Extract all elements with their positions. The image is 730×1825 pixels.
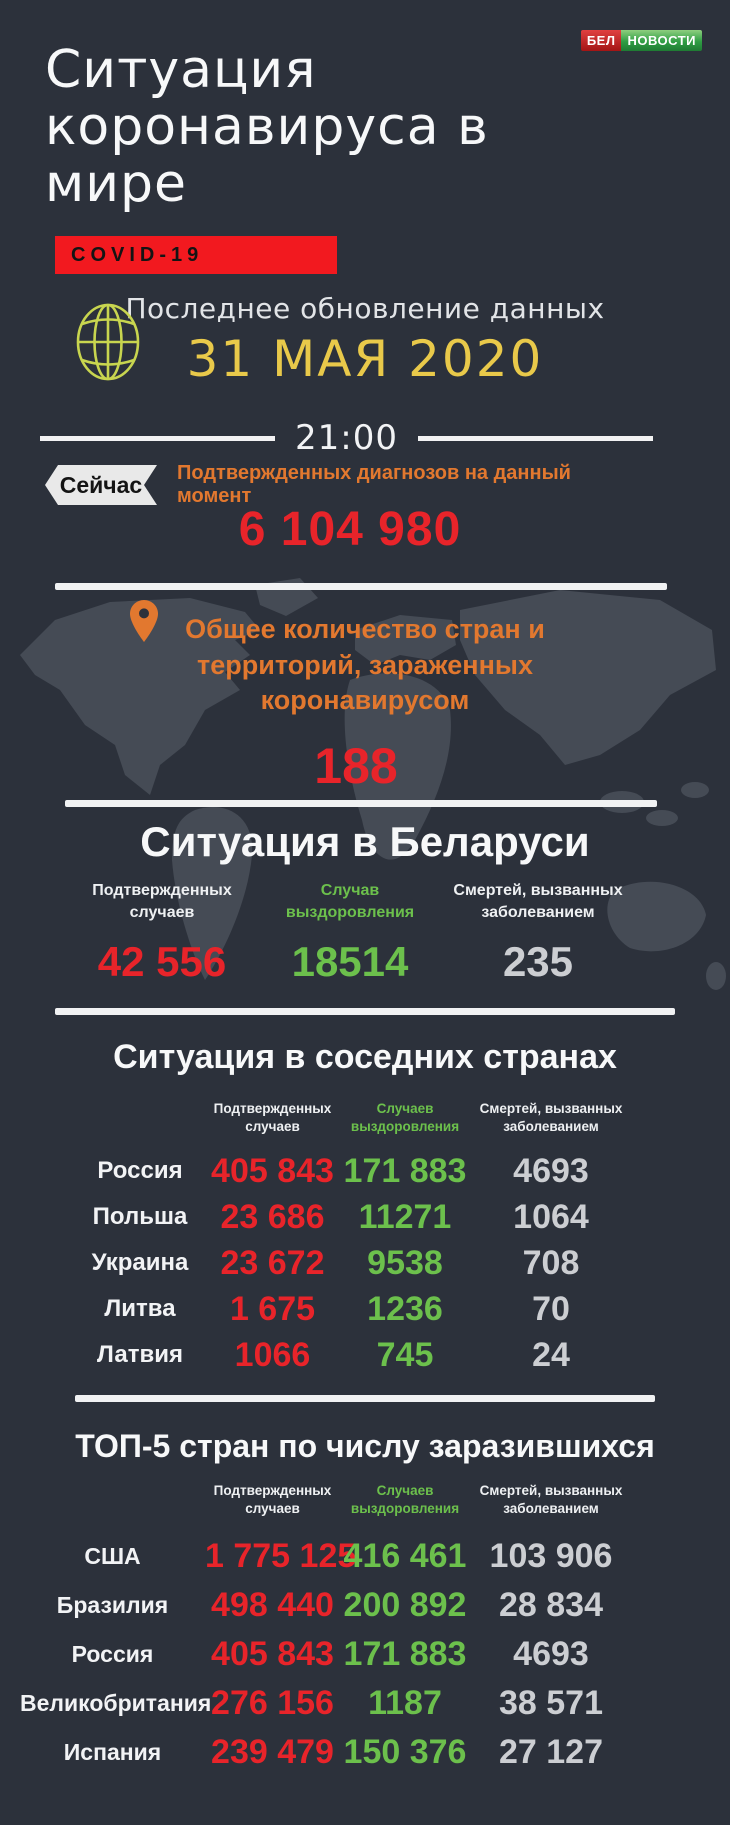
- now-label: Подтвержденных диагнозов на данный момен…: [177, 462, 571, 507]
- neighbors-table-headers: Подтвержденных случаев Случаев выздоровл…: [75, 1100, 632, 1136]
- confirmed-value: 405 843: [211, 1151, 334, 1190]
- deaths-value: 103 906: [489, 1537, 613, 1575]
- title-line: мире: [45, 154, 188, 215]
- confirmed-value: 276 156: [211, 1684, 334, 1722]
- section-divider: [75, 1395, 655, 1402]
- confirmed-value: 405 843: [211, 1635, 334, 1673]
- country-name: Россия: [97, 1157, 183, 1184]
- neighbors-section-title: Ситуация в соседних странах: [113, 1038, 617, 1076]
- recovered-value: 9538: [367, 1243, 443, 1282]
- recovered-value: 745: [376, 1335, 434, 1374]
- belarus-recovered-header: Случав выздоровления: [285, 882, 415, 921]
- current-confirmed-row: Сейчас Подтвержденных диагнозов на данны…: [45, 462, 627, 508]
- last-update-label: Последнее обновление данных: [125, 292, 605, 325]
- neighbors-table: Россия 405 843 171 883 4693 Польша 23 68…: [75, 1148, 632, 1378]
- infected-countries-label-line: коронавирусом: [260, 685, 470, 716]
- title-line: коронавируса в: [45, 97, 489, 158]
- logo-bel-part: БЕЛ: [580, 30, 622, 51]
- country-name: Литва: [104, 1295, 176, 1322]
- belarus-confirmed-header: Подтвержденных случаев: [92, 882, 232, 921]
- country-name: США: [84, 1543, 141, 1569]
- top5-section-title: ТОП-5 стран по числу заразившихся: [75, 1428, 655, 1464]
- infected-countries-label-line: территорий, зараженных: [197, 649, 533, 680]
- location-pin-icon: [130, 600, 158, 642]
- update-time-row: 21:00: [40, 418, 653, 458]
- top5-table: США 1 775 125 416 461 103 906 Бразилия 4…: [20, 1532, 632, 1777]
- bel-novosti-logo: БЕЛ НОВОСТИ: [580, 30, 702, 51]
- belarus-section-title: Ситуация в Беларуси: [140, 818, 590, 865]
- recovered-value: 200 892: [343, 1586, 467, 1624]
- belarus-confirmed-value: 42 556: [97, 938, 227, 985]
- infected-countries-value: 188: [314, 738, 398, 794]
- confirmed-value: 1 675: [229, 1289, 316, 1328]
- belarus-recovered-value: 18514: [291, 938, 409, 985]
- deaths-value: 27 127: [499, 1733, 603, 1771]
- recovered-value: 1187: [368, 1684, 442, 1722]
- belarus-stats-values: 42 556 18514 235: [68, 938, 632, 986]
- deaths-value: 708: [522, 1243, 580, 1282]
- confirmed-column-header: Подтвержденных случаев: [213, 1483, 332, 1517]
- spacer: [75, 1100, 205, 1136]
- deaths-value: 38 571: [499, 1684, 603, 1722]
- world-map-silhouette: [20, 578, 726, 990]
- time-divider-line: [417, 435, 653, 441]
- confirmed-value: 1066: [234, 1335, 311, 1374]
- country-name: Россия: [71, 1641, 154, 1667]
- update-time: 21:00: [295, 418, 398, 458]
- confirmed-value: 23 672: [220, 1243, 325, 1282]
- country-name: Бразилия: [56, 1592, 169, 1618]
- deaths-value: 28 834: [499, 1586, 603, 1624]
- globe-icon: [76, 303, 140, 381]
- section-divider: [65, 800, 657, 807]
- country-name: Латвия: [96, 1341, 184, 1368]
- confirmed-value: 498 440: [211, 1586, 334, 1624]
- logo-novosti-part: НОВОСТИ: [621, 30, 702, 51]
- recovered-value: 171 883: [343, 1151, 467, 1190]
- belarus-deaths-header: Смертей, вызванных заболеванием: [453, 882, 623, 921]
- recovered-value: 150 376: [343, 1733, 467, 1771]
- section-divider: [55, 1008, 675, 1015]
- deaths-value: 24: [532, 1335, 570, 1374]
- country-name: Польша: [92, 1203, 188, 1230]
- recovered-value: 11271: [358, 1197, 452, 1236]
- country-name: Украина: [91, 1249, 189, 1276]
- deaths-value: 70: [532, 1289, 570, 1328]
- time-divider-line: [40, 435, 275, 441]
- title-line: Ситуация: [45, 40, 317, 100]
- now-badge: Сейчас: [45, 465, 157, 505]
- deaths-value: 4693: [513, 1151, 589, 1190]
- country-name: Испания: [63, 1739, 162, 1765]
- confirmed-value: 23 686: [220, 1197, 325, 1236]
- confirmed-column-header: Подтвержденных случаев: [213, 1101, 332, 1135]
- section-divider: [55, 583, 667, 590]
- country-name: Великобритания: [20, 1690, 212, 1716]
- confirmed-total-value: 6 104 980: [238, 503, 462, 556]
- recovered-column-header: Случаев выздоровления: [350, 1483, 460, 1517]
- covid19-badge: COVID-19: [55, 236, 337, 274]
- deaths-column-header: Смертей, вызванных заболеванием: [479, 1101, 623, 1135]
- top5-table-headers: Подтвержденных случаев Случаев выздоровл…: [20, 1482, 632, 1518]
- page-title: Ситуация коронавируса в мире: [45, 40, 489, 215]
- now-badge-label: Сейчас: [59, 471, 143, 498]
- deaths-column-header: Смертей, вызванных заболеванием: [479, 1483, 623, 1517]
- recovered-value: 416 461: [343, 1537, 467, 1575]
- belarus-deaths-value: 235: [502, 938, 574, 985]
- infected-countries-label-line: Общее количество стран и: [185, 614, 545, 644]
- belarus-stats-headers: Подтвержденных случаев Случав выздоровле…: [68, 880, 632, 923]
- deaths-value: 4693: [513, 1635, 589, 1673]
- recovered-value: 171 883: [343, 1635, 467, 1673]
- update-date: 31 МАЯ 2020: [186, 330, 544, 388]
- infected-countries-label: Общее количество стран и территорий, зар…: [115, 612, 615, 719]
- confirmed-value: 239 479: [211, 1733, 334, 1771]
- recovered-value: 1236: [367, 1289, 443, 1328]
- recovered-column-header: Случаев выздоровления: [350, 1101, 460, 1135]
- spacer: [20, 1482, 205, 1518]
- deaths-value: 1064: [513, 1197, 589, 1236]
- confirmed-value: 1 775 125: [205, 1537, 357, 1575]
- covid19-badge-label: COVID-19: [71, 243, 204, 266]
